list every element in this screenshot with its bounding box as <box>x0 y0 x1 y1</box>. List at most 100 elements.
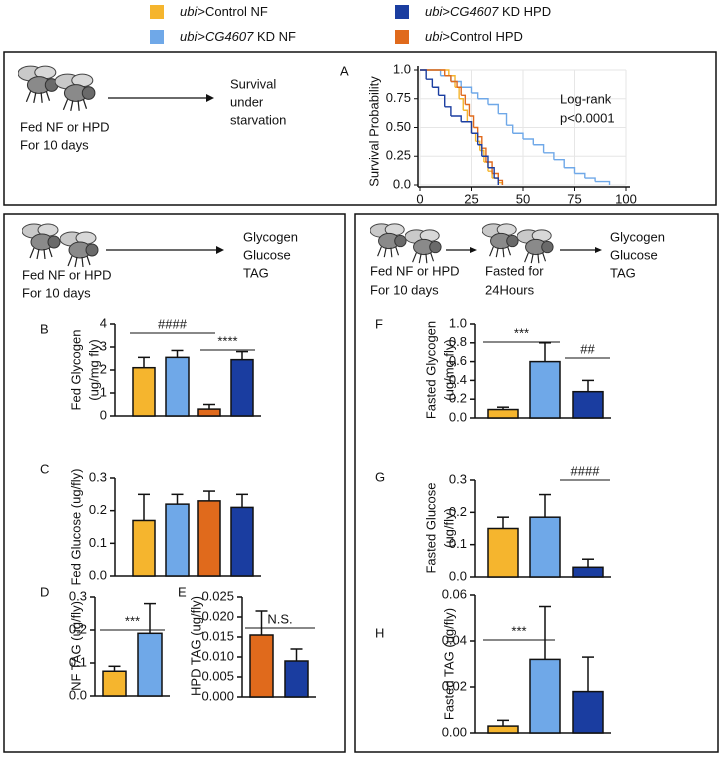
schematic-text: Fed NF or HPD <box>20 119 110 134</box>
y-tick-label: 0.8 <box>449 334 467 349</box>
survival-step <box>450 80 462 88</box>
survival-step <box>481 147 487 162</box>
bar <box>165 356 190 417</box>
y-axis-title: (ug/fly) <box>441 508 456 548</box>
survival-step <box>450 80 458 88</box>
fly-icon <box>18 65 59 104</box>
legend-swatch <box>150 30 164 44</box>
survival-step <box>455 86 460 99</box>
survival-step <box>487 167 495 179</box>
y-axis-title: (ug/mg fly) <box>441 339 456 400</box>
survival-step <box>420 69 446 76</box>
y-tick-label: 0.3 <box>449 471 467 486</box>
y-tick-label: 0.0 <box>393 176 411 191</box>
significance-label: *** <box>125 613 140 628</box>
bar <box>529 516 561 578</box>
schematic-text: under <box>230 94 264 109</box>
survival-step <box>553 159 565 168</box>
fly-icon <box>22 223 61 260</box>
fly-icon <box>60 231 99 268</box>
arrow-head <box>206 94 214 102</box>
annotation: Log-rank <box>560 91 612 106</box>
panel-label: G <box>375 469 385 484</box>
y-tick-label: 0.0 <box>449 568 467 583</box>
y-tick-label: 0.00 <box>442 724 467 739</box>
y-tick-label: 0.025 <box>201 588 234 603</box>
y-tick-label: 0.0 <box>89 567 107 582</box>
y-axis-title: Survival Probability <box>366 76 381 187</box>
y-tick-label: 0.2 <box>69 621 87 636</box>
bar <box>102 670 127 697</box>
y-tick-label: 0.2 <box>449 391 467 406</box>
significance-label: #### <box>571 463 601 478</box>
schematic-text: Glycogen <box>243 229 298 244</box>
y-tick-label: 0.04 <box>442 632 467 647</box>
y-tick-label: 1.0 <box>393 61 411 76</box>
legend-label: ubi>CG4607 KD HPD <box>425 4 551 19</box>
survival-step <box>481 155 489 168</box>
y-tick-label: 0.02 <box>442 678 467 693</box>
schematic-text: Glycogen <box>610 229 665 244</box>
x-tick-label: 75 <box>567 191 581 206</box>
y-axis-title: HPD TAG (ug/fly) <box>188 596 203 696</box>
schematic-text: starvation <box>230 112 286 127</box>
y-tick-label: 4 <box>100 315 107 330</box>
y-tick-label: 0 <box>100 407 107 422</box>
y-axis-title: Fed Glucose (ug/fly) <box>68 468 83 585</box>
bar <box>132 366 156 417</box>
survival-step <box>457 86 462 96</box>
survival-step <box>477 98 489 105</box>
panel-label: A <box>340 63 349 78</box>
survival-step <box>533 144 545 153</box>
survival-step <box>498 179 504 185</box>
y-tick-label: 1 <box>100 384 107 399</box>
y-tick-label: 0.75 <box>386 90 411 105</box>
significance-label: *** <box>511 623 526 638</box>
x-tick-label: 0 <box>416 191 423 206</box>
survival-step <box>438 94 446 107</box>
y-tick-label: 0.6 <box>449 353 467 368</box>
y-tick-label: 0.000 <box>201 688 234 703</box>
legend-swatch <box>150 5 164 19</box>
y-axis-title: Fasted Glucose <box>423 482 438 573</box>
significance-label: #### <box>158 316 188 331</box>
schematic-text: 24Hours <box>485 282 535 297</box>
y-axis-title: (ug/mg fly) <box>86 339 101 400</box>
bar <box>284 660 309 698</box>
legend-swatch <box>395 5 409 19</box>
y-tick-label: 0.010 <box>201 648 234 663</box>
x-tick-label: 50 <box>516 191 530 206</box>
significance-label: *** <box>514 325 529 340</box>
y-tick-label: 0.1 <box>69 654 87 669</box>
annotation: p<0.0001 <box>560 110 615 125</box>
schematic-text: Fed NF or HPD <box>370 263 460 278</box>
schematic-text: For 10 days <box>370 282 439 297</box>
bar <box>230 358 254 417</box>
bar <box>572 390 604 419</box>
bar <box>529 360 561 419</box>
survival-step <box>465 103 471 116</box>
panel-a-box <box>3 51 717 206</box>
schematic-text: For 10 days <box>22 285 91 300</box>
survival-step <box>523 138 534 145</box>
y-tick-label: 0.020 <box>201 608 234 623</box>
panel-label: B <box>40 321 49 336</box>
schematic-text: For 10 days <box>20 137 89 152</box>
schematic-text: TAG <box>243 265 269 280</box>
survival-step <box>595 180 611 185</box>
y-tick-label: 1.0 <box>449 315 467 330</box>
survival-step <box>420 69 442 76</box>
significance-label: ## <box>580 341 595 356</box>
legend-label: ubi>Control NF <box>180 4 268 19</box>
schematic-text: Fed NF or HPD <box>22 267 112 282</box>
bar <box>197 408 221 417</box>
arrow-head <box>595 247 602 253</box>
survival-step <box>420 69 427 80</box>
y-tick-label: 0.4 <box>449 372 467 387</box>
survival-step <box>492 172 499 181</box>
y-tick-label: 0.3 <box>69 588 87 603</box>
bar <box>132 519 156 577</box>
survival-step <box>461 94 467 105</box>
y-tick-label: 0.1 <box>449 536 467 551</box>
panel-label: F <box>375 316 383 331</box>
